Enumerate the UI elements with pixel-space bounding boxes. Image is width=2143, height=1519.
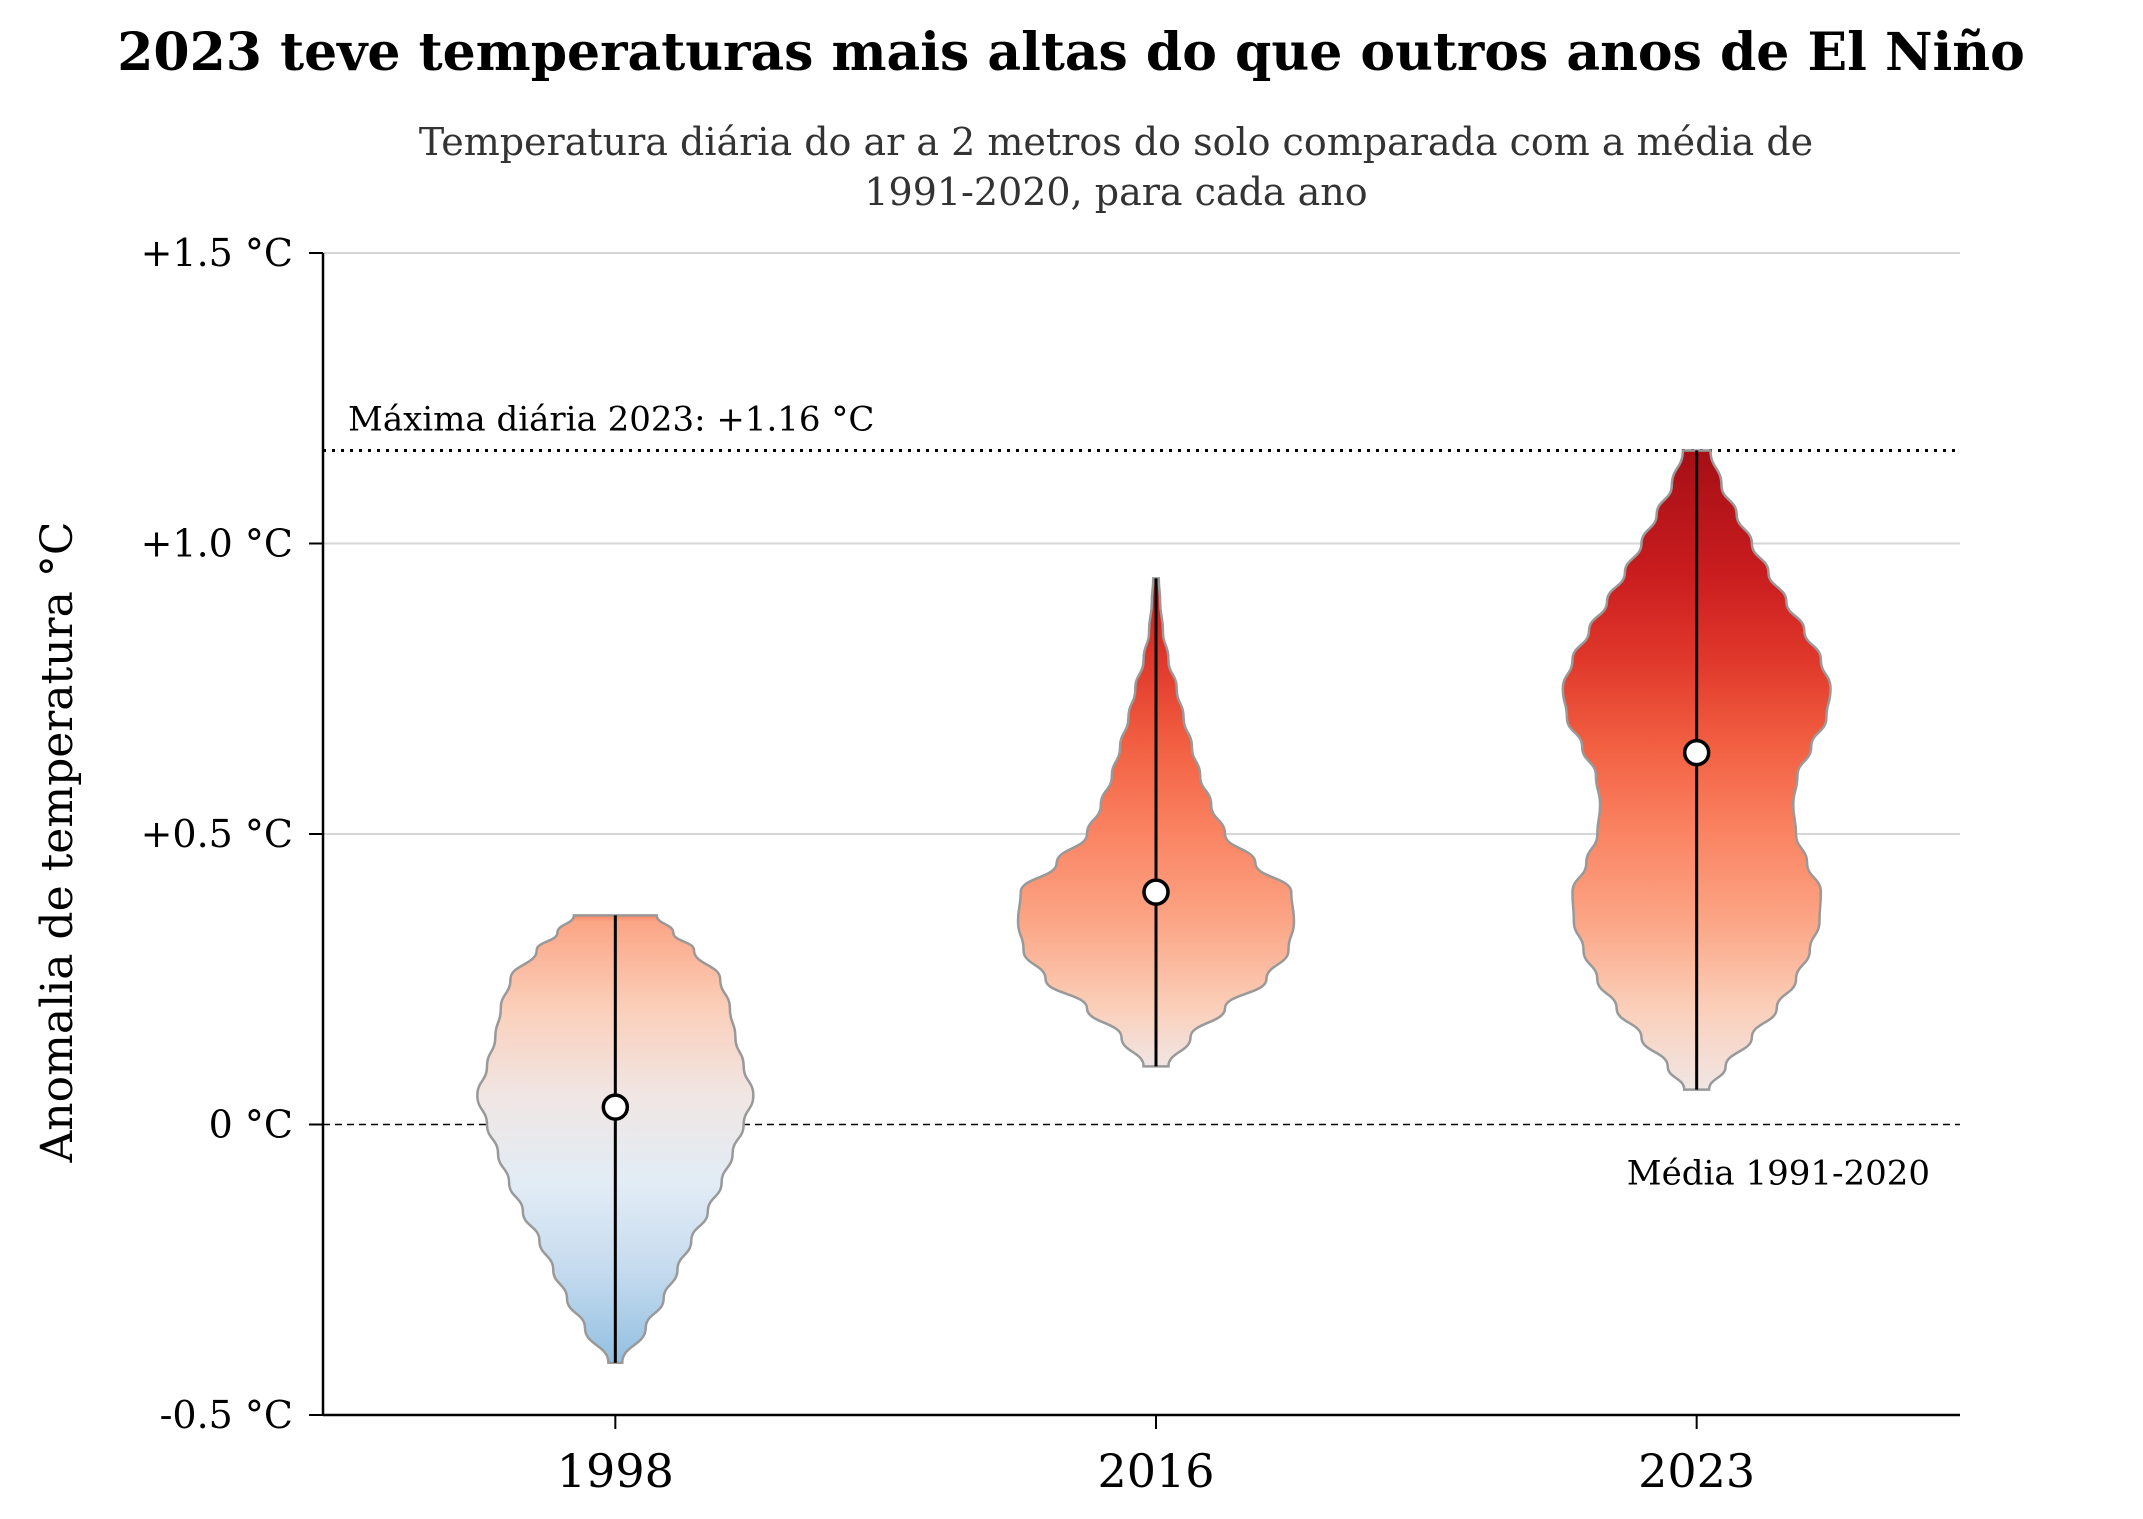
chart-subtitle-line-2: 1991-2020, para cada ano	[864, 170, 1367, 214]
x-tick-label: 2023	[1638, 1444, 1755, 1498]
chart-subtitle-line-1: Temperatura diária do ar a 2 metros do s…	[419, 120, 1813, 164]
axes: -0.5 °C 0 °C +0.5 °C +1.0 °C +1.5 °C 1998 2016…	[141, 231, 1960, 1498]
x-tick-label: 2016	[1097, 1444, 1214, 1498]
reference-lines: Máxima diária 2023: +1.16 °C Média 1991-2…	[323, 400, 1960, 1194]
y-tick-label: +1.5 °C	[141, 231, 293, 275]
median-point-2023	[1682, 738, 1711, 767]
y-tick-label: 0 °C	[209, 1103, 293, 1147]
y-tick-label: +1.0 °C	[141, 522, 293, 566]
median-point-1998	[601, 1093, 630, 1121]
violins	[476, 449, 1832, 1364]
y-axis-label: Anomalia de temperatura °C	[32, 522, 83, 1164]
y-tick-label: -0.5 °C	[160, 1393, 293, 1437]
reference-label: Máxima diária 2023: +1.16 °C	[348, 400, 874, 440]
chart-title: 2023 teve temperaturas mais altas do que…	[117, 22, 2025, 83]
y-tick-label: +0.5 °C	[141, 812, 293, 856]
median-point-2016	[1142, 878, 1170, 906]
x-tick-label: 1998	[557, 1444, 674, 1498]
reference-label: Média 1991-2020	[1627, 1154, 1930, 1194]
